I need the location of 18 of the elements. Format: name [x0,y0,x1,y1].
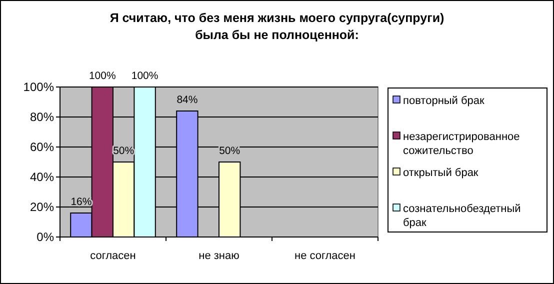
y-tick-label: 0% [36,230,54,244]
data-label: 100% [88,70,116,82]
x-tick-label: согласен [90,250,136,262]
legend-label: повторный брак [403,95,485,107]
y-tick-label: 80% [30,110,54,124]
x-tick-label: не знаю [198,250,240,262]
y-tick-label: 60% [30,140,54,154]
data-label: 84% [176,94,198,106]
x-tick-label: не согласен [294,250,356,262]
chart-title: Я считаю, что без меня жизнь моего супруга(супруги) была бы не полноценной: [110,11,444,42]
y-tick-label: 100% [23,80,54,94]
data-label: 100% [131,70,158,82]
y-tick-label: 40% [30,170,54,184]
legend-label: сознательнобездетный брак [403,203,521,229]
y-tick-label: 20% [30,200,54,214]
legend-label: открытый брак [403,167,478,179]
data-label: 16% [70,196,92,208]
legend-label: незарегистрированное сожительство [403,131,520,157]
